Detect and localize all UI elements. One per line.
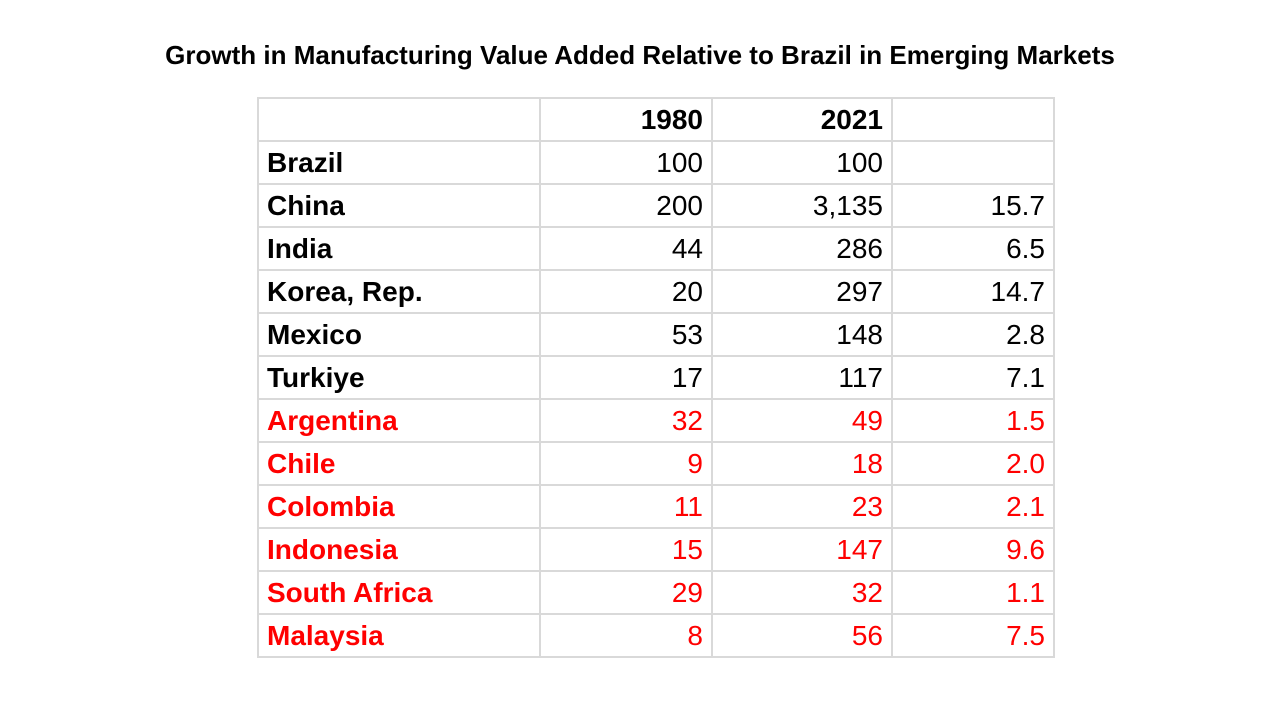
table-row: Indonesia 15 147 9.6 — [257, 527, 1055, 572]
country-cell: Turkiye — [257, 355, 541, 400]
ratio-cell: 14.7 — [891, 269, 1055, 314]
header-row: 1980 2021 — [257, 97, 1055, 142]
country-cell: China — [257, 183, 541, 228]
table-row: China 200 3,135 15.7 — [257, 183, 1055, 228]
country-cell: South Africa — [257, 570, 541, 615]
value-1980-cell: 32 — [539, 398, 713, 443]
country-cell: India — [257, 226, 541, 271]
value-1980-cell: 200 — [539, 183, 713, 228]
country-cell: Malaysia — [257, 613, 541, 658]
chart-title: Growth in Manufacturing Value Added Rela… — [165, 40, 1115, 70]
value-2021-cell: 49 — [711, 398, 893, 443]
ratio-cell: 2.8 — [891, 312, 1055, 357]
value-2021-cell: 286 — [711, 226, 893, 271]
country-cell: Chile — [257, 441, 541, 486]
table-row: South Africa 29 32 1.1 — [257, 570, 1055, 615]
ratio-cell: 15.7 — [891, 183, 1055, 228]
ratio-cell: 6.5 — [891, 226, 1055, 271]
value-1980-cell: 44 — [539, 226, 713, 271]
header-cell-2021: 2021 — [711, 97, 893, 142]
table-row: Malaysia 8 56 7.5 — [257, 613, 1055, 658]
value-2021-cell: 56 — [711, 613, 893, 658]
ratio-cell: 2.1 — [891, 484, 1055, 529]
ratio-cell: 7.5 — [891, 613, 1055, 658]
value-1980-cell: 53 — [539, 312, 713, 357]
table-row: Argentina 32 49 1.5 — [257, 398, 1055, 443]
ratio-cell — [891, 140, 1055, 185]
value-1980-cell: 15 — [539, 527, 713, 572]
value-2021-cell: 23 — [711, 484, 893, 529]
value-2021-cell: 3,135 — [711, 183, 893, 228]
value-2021-cell: 117 — [711, 355, 893, 400]
table-body: 1980 2021 Brazil 100 100 China 200 3,135 15.7 I… — [257, 97, 1055, 658]
ratio-cell: 1.5 — [891, 398, 1055, 443]
data-table: 1980 2021 Brazil 100 100 China 200 3,135 15.7 I… — [257, 97, 1055, 658]
value-2021-cell: 297 — [711, 269, 893, 314]
table-row: India 44 286 6.5 — [257, 226, 1055, 271]
value-1980-cell: 17 — [539, 355, 713, 400]
header-cell-1980: 1980 — [539, 97, 713, 142]
value-2021-cell: 100 — [711, 140, 893, 185]
value-1980-cell: 9 — [539, 441, 713, 486]
value-1980-cell: 20 — [539, 269, 713, 314]
header-cell-country — [257, 97, 541, 142]
ratio-cell: 1.1 — [891, 570, 1055, 615]
country-cell: Argentina — [257, 398, 541, 443]
table-row: Chile 9 18 2.0 — [257, 441, 1055, 486]
value-2021-cell: 147 — [711, 527, 893, 572]
value-1980-cell: 8 — [539, 613, 713, 658]
value-2021-cell: 18 — [711, 441, 893, 486]
country-cell: Indonesia — [257, 527, 541, 572]
header-cell-ratio — [891, 97, 1055, 142]
table-row: Colombia 11 23 2.1 — [257, 484, 1055, 529]
country-cell: Colombia — [257, 484, 541, 529]
ratio-cell: 9.6 — [891, 527, 1055, 572]
value-1980-cell: 100 — [539, 140, 713, 185]
value-1980-cell: 11 — [539, 484, 713, 529]
table-row: Turkiye 17 117 7.1 — [257, 355, 1055, 400]
country-cell: Mexico — [257, 312, 541, 357]
value-2021-cell: 148 — [711, 312, 893, 357]
ratio-cell: 7.1 — [891, 355, 1055, 400]
country-cell: Brazil — [257, 140, 541, 185]
country-cell: Korea, Rep. — [257, 269, 541, 314]
value-1980-cell: 29 — [539, 570, 713, 615]
table-row: Brazil 100 100 — [257, 140, 1055, 185]
ratio-cell: 2.0 — [891, 441, 1055, 486]
table-row: Korea, Rep. 20 297 14.7 — [257, 269, 1055, 314]
table-row: Mexico 53 148 2.8 — [257, 312, 1055, 357]
value-2021-cell: 32 — [711, 570, 893, 615]
